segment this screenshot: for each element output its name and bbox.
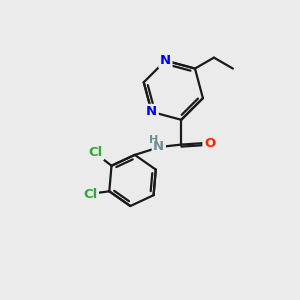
- Text: Cl: Cl: [83, 188, 98, 201]
- Text: H: H: [149, 135, 158, 145]
- Text: N: N: [153, 140, 164, 153]
- Text: Cl: Cl: [88, 146, 103, 159]
- Text: N: N: [146, 105, 157, 119]
- Text: N: N: [160, 54, 171, 67]
- Text: O: O: [204, 136, 215, 150]
